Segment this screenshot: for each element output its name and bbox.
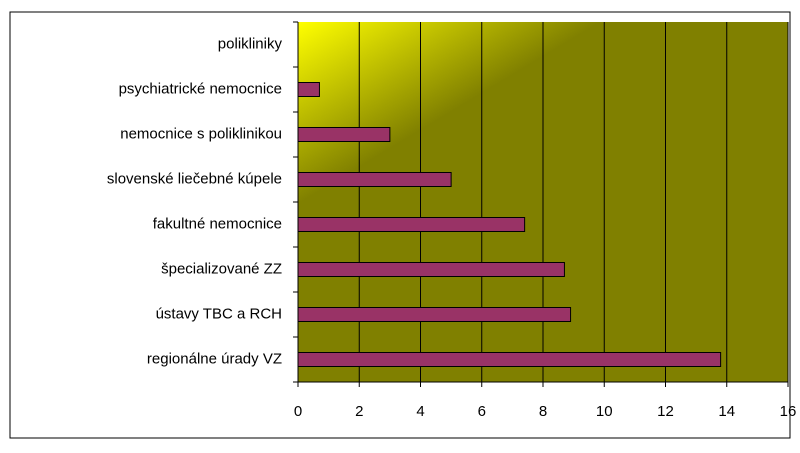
bar [297, 127, 391, 142]
bar [297, 82, 320, 97]
y-tick-label: slovenské liečebné kúpele [107, 170, 282, 187]
y-tick-label: ústavy TBC a RCH [156, 305, 282, 322]
x-tick-label: 6 [478, 403, 486, 420]
y-tick-label: polikliniky [218, 35, 283, 52]
x-tick-label: 8 [539, 403, 547, 420]
y-tick-label: psychiatrické nemocnice [119, 80, 282, 97]
x-tick-label: 16 [780, 403, 797, 420]
y-tick-label: regionálne úrady VZ [147, 350, 282, 367]
x-tick-label: 0 [294, 403, 302, 420]
bar [297, 262, 565, 277]
x-tick-label: 2 [355, 403, 363, 420]
bar [297, 172, 452, 187]
bar [297, 217, 526, 232]
x-tick-label: 14 [718, 403, 735, 420]
y-tick-label: fakultné nemocnice [153, 215, 282, 232]
bar [297, 307, 572, 322]
x-tick-label: 12 [657, 403, 674, 420]
y-tick-label: špecializované ZZ [161, 260, 282, 277]
x-tick-label: 10 [596, 403, 613, 420]
bar [297, 352, 722, 367]
y-tick-label: nemocnice s poliklinikou [120, 125, 282, 142]
x-tick-label: 4 [416, 403, 424, 420]
